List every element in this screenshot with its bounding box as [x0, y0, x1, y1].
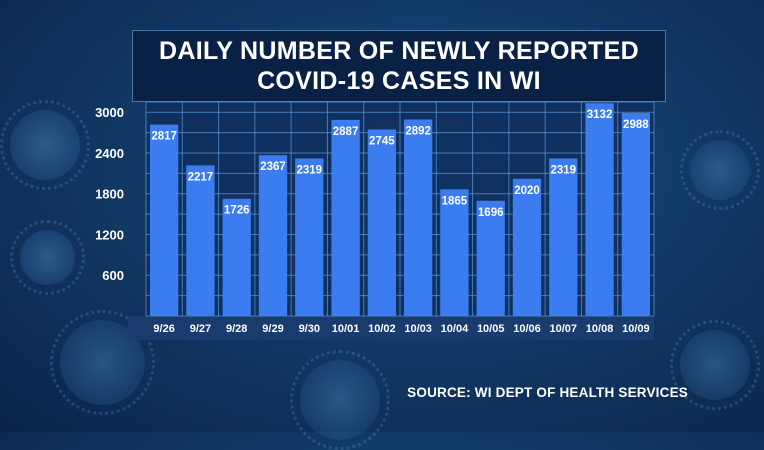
y-tick-label: 1800	[95, 187, 124, 202]
bar	[367, 129, 397, 316]
x-tick-label: 9/28	[226, 323, 247, 335]
y-tick-label: 2400	[95, 146, 124, 161]
x-tick-label: 10/05	[477, 323, 505, 335]
source-note: SOURCE: WI DEPT OF HEALTH SERVICES	[407, 385, 688, 400]
data-label: 2745	[369, 136, 395, 148]
bar	[585, 103, 614, 316]
virus-decoration	[670, 320, 760, 410]
x-tick-label: 10/08	[586, 323, 614, 335]
bar	[621, 113, 651, 317]
x-tick-label: 10/07	[550, 323, 578, 335]
y-tick-label: 3000	[95, 105, 124, 120]
bar	[476, 200, 505, 316]
x-tick-label: 10/04	[441, 323, 469, 335]
x-tick-label: 10/06	[513, 323, 541, 335]
data-label: 2319	[296, 164, 322, 176]
bar	[440, 189, 469, 316]
bar	[295, 158, 324, 316]
chart-title-line-1: DAILY NUMBER OF NEWLY REPORTED	[159, 37, 639, 65]
x-tick-label: 9/26	[153, 323, 174, 335]
data-label: 1865	[442, 195, 468, 207]
data-label: 2887	[333, 126, 359, 138]
bar	[222, 198, 251, 316]
bar	[512, 178, 542, 316]
virus-decoration	[680, 130, 760, 210]
chart-title-line-2: COVID-19 CASES IN WI	[257, 67, 541, 95]
x-tick-label: 9/30	[299, 323, 320, 335]
data-label: 1696	[478, 207, 504, 219]
data-label: 2020	[514, 185, 540, 197]
data-label: 2892	[405, 126, 431, 138]
x-tick-label: 9/27	[190, 323, 211, 335]
x-tick-label: 10/03	[404, 323, 432, 335]
x-label-band	[128, 316, 654, 340]
bar	[549, 158, 578, 316]
bar-chart: 600 1200 1800 2400 3000 2817 9/26 2217 9/27 1726 9…	[95, 101, 655, 340]
y-tick-label: 600	[102, 268, 124, 283]
data-label: 1726	[224, 205, 250, 217]
virus-decoration	[10, 220, 85, 295]
bar	[331, 119, 360, 316]
data-label: 2319	[550, 164, 576, 176]
virus-decoration	[290, 350, 390, 450]
x-tick-label: 10/01	[332, 323, 360, 335]
chart-title-box: DAILY NUMBER OF NEWLY REPORTED COVID-19 …	[132, 30, 666, 102]
bar	[258, 155, 288, 316]
y-tick-label: 1200	[95, 227, 124, 242]
virus-decoration	[0, 100, 90, 190]
bar	[186, 165, 215, 316]
data-label: 3132	[587, 109, 613, 121]
x-tick-label: 10/02	[368, 323, 396, 335]
bar	[149, 124, 179, 316]
bar	[403, 119, 433, 316]
x-tick-label: 9/29	[262, 323, 283, 335]
data-label: 2217	[188, 171, 214, 183]
x-tick-label: 10/09	[622, 323, 650, 335]
data-label: 2817	[151, 131, 177, 143]
data-label: 2988	[623, 119, 649, 131]
data-label: 2367	[260, 161, 286, 173]
